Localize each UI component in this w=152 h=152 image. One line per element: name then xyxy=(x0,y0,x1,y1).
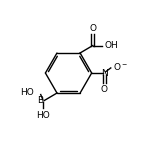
Text: O: O xyxy=(101,85,108,94)
Text: B: B xyxy=(37,96,43,105)
Text: N: N xyxy=(101,69,108,78)
Text: O$^-$: O$^-$ xyxy=(113,61,128,72)
Text: O: O xyxy=(89,24,96,33)
Text: HO: HO xyxy=(36,111,50,120)
Text: OH: OH xyxy=(104,41,118,50)
Text: HO: HO xyxy=(21,88,34,97)
